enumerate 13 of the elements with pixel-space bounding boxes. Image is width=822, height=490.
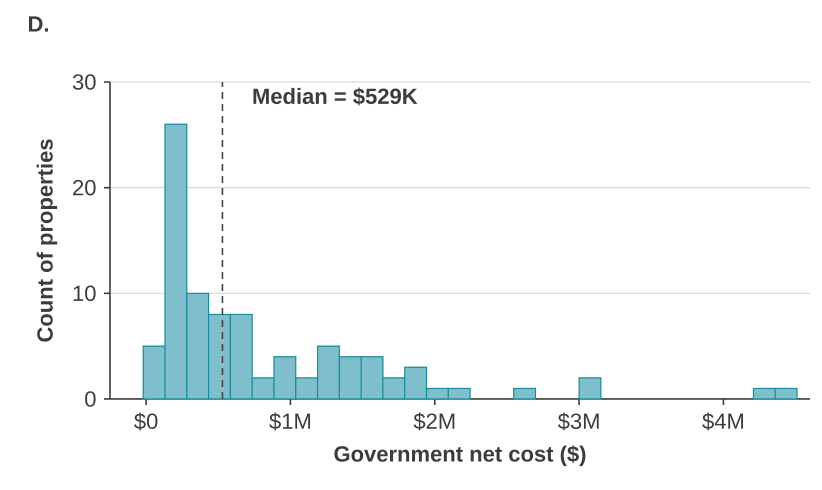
ref-line-label: Median = $529K: [253, 88, 418, 106]
y-tick-label: 10: [74, 286, 96, 302]
chart-title: D.: [29, 16, 48, 32]
y-tick-label: 30: [72, 74, 96, 90]
x-tick-label: $1M: [269, 412, 310, 430]
x-tick-label: $2M: [414, 412, 454, 430]
x-tick-label: $3M: [558, 412, 599, 430]
y-tick-label: 0: [85, 391, 96, 407]
x-axis-title: Government net cost ($): [334, 445, 586, 466]
x-tick-label: $0: [134, 412, 158, 430]
x-tick-label: $4M: [702, 412, 743, 430]
y-tick-label: 20: [73, 180, 96, 196]
y-axis-title: Count of properties: [36, 139, 58, 342]
